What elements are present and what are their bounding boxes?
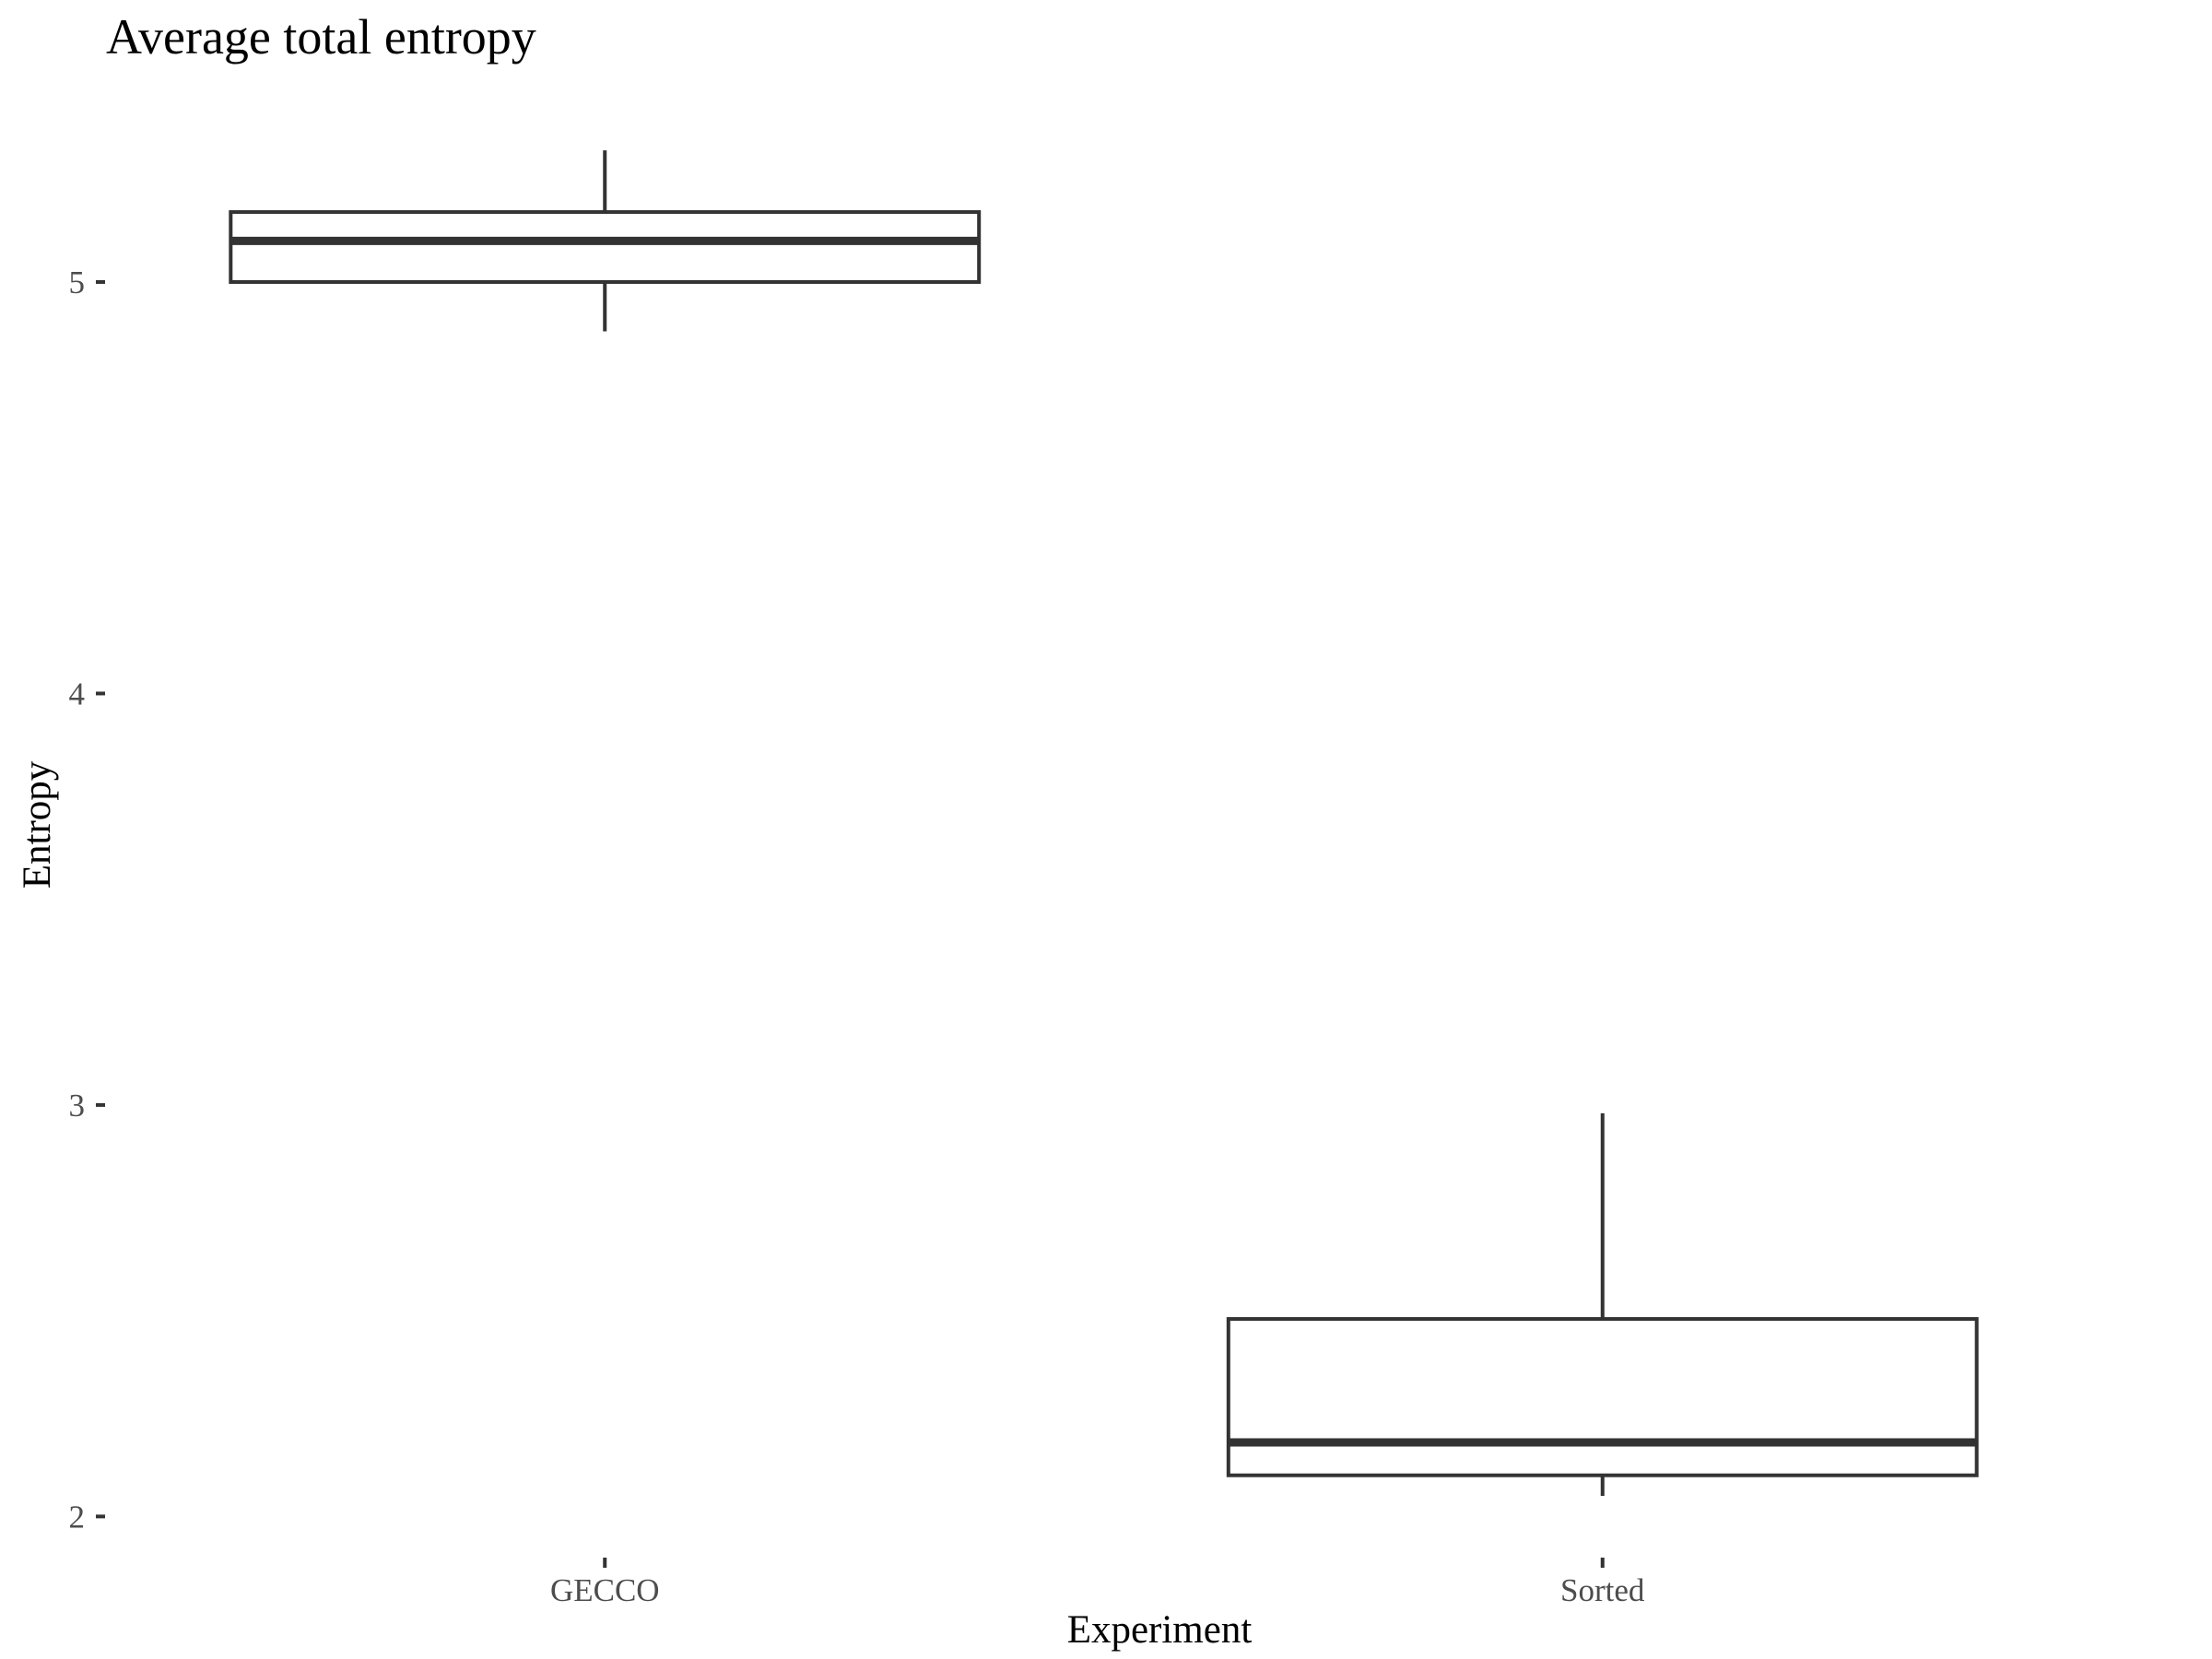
- y-axis: 2 3 4 5: [69, 265, 105, 1535]
- y-tick-label: 5: [69, 265, 86, 300]
- y-axis-title: Entropy: [16, 760, 59, 888]
- x-axis-title: Experiment: [1067, 1608, 1253, 1652]
- iqr-box: [1226, 1317, 1979, 1477]
- y-tick-label: 3: [69, 1088, 86, 1124]
- plot-area: [229, 150, 1979, 1497]
- x-tick-label: GECCO: [550, 1572, 660, 1608]
- y-tick-label: 2: [69, 1499, 86, 1535]
- x-tick-label: Sorted: [1560, 1572, 1645, 1608]
- x-axis: GECCO Sorted: [550, 1558, 1645, 1608]
- y-tick-label: 4: [69, 676, 86, 712]
- box-sorted: [1226, 1112, 1979, 1497]
- box-gecco: [229, 150, 982, 332]
- iqr-box: [229, 210, 982, 284]
- chart-title: Average total entropy: [106, 9, 536, 65]
